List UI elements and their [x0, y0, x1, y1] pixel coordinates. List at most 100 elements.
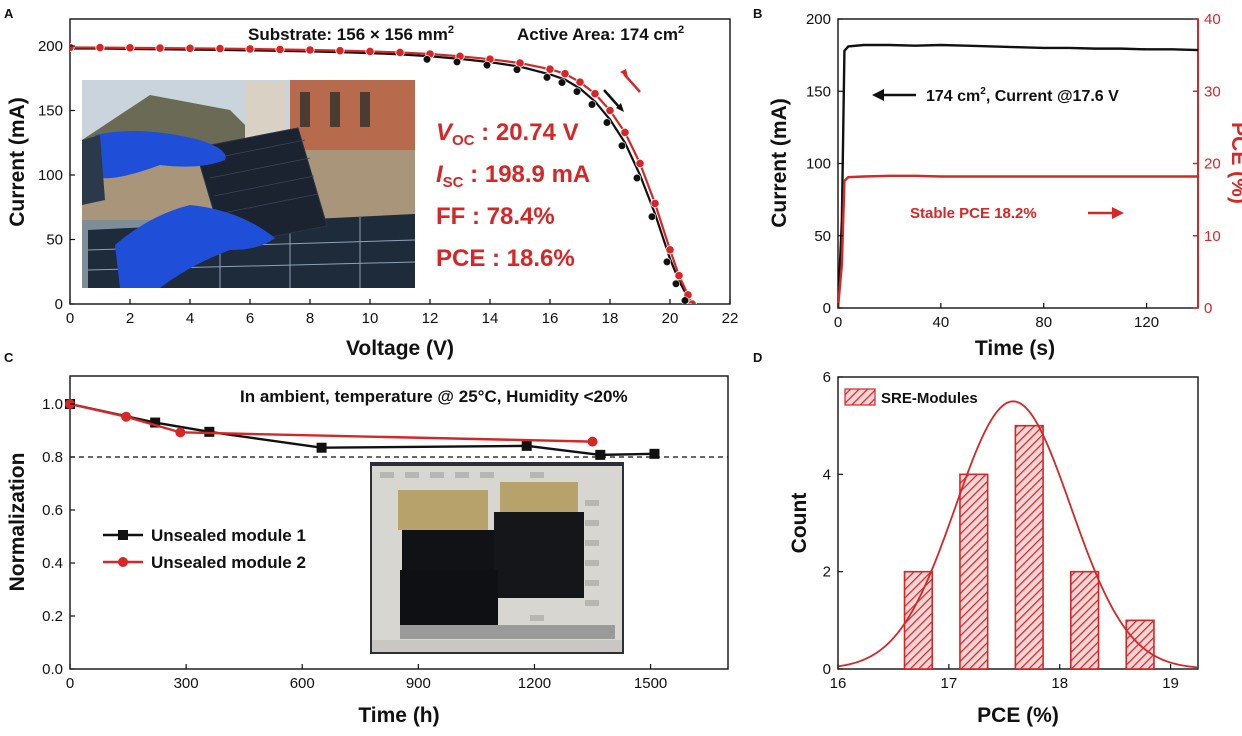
iv-annotations: VOC : 20.74 V ISC : 198.9 mA FF : 78.4% … — [436, 119, 590, 272]
iv-point-forward — [542, 73, 552, 82]
stability-line-module-2 — [69, 402, 593, 443]
reverse-scan-arrow — [623, 73, 641, 93]
stability-point-module-1 — [150, 417, 161, 428]
x-tick-label-c-3: 900 — [406, 675, 431, 692]
y-tick-label-b-4: 200 — [806, 11, 831, 28]
y-tick-label-a-1: 50 — [46, 232, 63, 249]
x-tick-label-a-9: 18 — [602, 310, 619, 327]
iv-point-reverse — [185, 43, 195, 53]
x-tick-label-b-3: 120 — [1134, 314, 1159, 331]
iv-point-reverse — [575, 77, 585, 87]
gaussian-fit-curve — [838, 400, 1198, 669]
y-tick-label-a-4: 200 — [38, 38, 63, 55]
histogram-bar-1 — [959, 473, 989, 669]
iv-point-reverse — [365, 46, 375, 57]
iv-point-forward — [587, 100, 597, 109]
y-tick-label-a-0: 0 — [55, 296, 63, 313]
y-tick-label-d-0: 0 — [823, 661, 831, 678]
y-tick-label-b-3: 150 — [806, 83, 831, 100]
iv-point-reverse — [155, 43, 165, 53]
y-tick-label-c-2: 0.4 — [42, 555, 63, 572]
pce-annotation: PCE : 18.6% — [436, 245, 575, 272]
y-axis-title-b: Current (mA) — [768, 98, 791, 228]
iv-point-reverse — [650, 198, 660, 208]
y-tick-label-c-1: 0.2 — [42, 608, 63, 625]
pce-trace-b — [838, 174, 1198, 308]
iv-point-reverse — [545, 64, 555, 74]
legend-c: Unsealed module 1 Unsealed module 2 — [103, 526, 306, 572]
x-tick-label-c-2: 600 — [290, 675, 315, 692]
iv-point-forward — [647, 212, 657, 221]
x-axis-title-c: Time (h) — [358, 704, 439, 727]
y-axis-title-c: Normalization — [6, 453, 29, 592]
inset-photo-modules-table — [370, 462, 624, 654]
iv-point-reverse — [95, 42, 105, 53]
x-tick-label-a-2: 4 — [186, 310, 194, 327]
y-right-tick-label-b-3: 30 — [1204, 83, 1221, 100]
panel-label-c: C — [4, 350, 14, 365]
histogram-bar-0 — [903, 570, 934, 669]
plot-frame-a — [69, 18, 731, 305]
x-tick-label-a-1: 2 — [126, 310, 134, 327]
stability-point-module-2 — [121, 411, 132, 422]
iv-point-forward — [680, 296, 690, 304]
panel-label-a: A — [4, 6, 14, 21]
legend-label-module-2: Unsealed module 2 — [151, 553, 306, 572]
current-trace-b — [838, 43, 1198, 308]
x-tick-label-b-2: 80 — [1035, 314, 1052, 331]
isc-annotation: ISC : 198.9 mA — [436, 161, 590, 191]
x-axis-title-d: PCE (%) — [977, 704, 1059, 727]
y-axis-title-d: Count — [788, 493, 811, 554]
x-tick-label-b-1: 40 — [933, 314, 950, 331]
panel-b: 0 40 80 120 0 50 100 150 200 0 10 20 30 40 174 cm2, C… — [768, 11, 1242, 360]
x-tick-label-d-2: 18 — [1051, 675, 1068, 692]
iv-point-forward — [671, 279, 681, 288]
x-tick-label-d-3: 19 — [1162, 675, 1179, 692]
y-tick-label-c-3: 0.6 — [42, 502, 63, 519]
iv-point-reverse — [275, 44, 285, 55]
x-tick-label-a-6: 12 — [422, 310, 439, 327]
inset-photo-module-hands — [82, 80, 416, 288]
y-tick-label-a-3: 150 — [38, 103, 63, 120]
x-tick-label-d-0: 16 — [830, 675, 847, 692]
histogram-bar-3 — [1070, 570, 1100, 669]
legend-marker-module-2 — [118, 557, 128, 567]
substrate-text: Substrate: 156 × 156 mm2 — [248, 24, 454, 44]
iv-point-reverse — [560, 69, 570, 79]
x-tick-label-c-0: 0 — [66, 675, 74, 692]
panel-a: Substrate: 156 × 156 mm2 Active Area: 17… — [6, 18, 738, 360]
stability-point-module-2 — [587, 436, 598, 447]
histogram-bar-2 — [1014, 424, 1044, 669]
x-axis-title-a: Voltage (V) — [346, 337, 454, 360]
x-tick-label-a-5: 10 — [362, 310, 379, 327]
iv-point-forward — [686, 302, 692, 304]
iv-point-reverse — [620, 127, 630, 138]
y-tick-label-d-3: 6 — [823, 369, 831, 386]
plot-frame-b — [837, 18, 1199, 309]
y-tick-label-a-2: 100 — [38, 167, 63, 184]
panel-label-d: D — [753, 350, 762, 365]
iv-point-reverse — [70, 42, 75, 53]
iv-point-reverse — [674, 271, 684, 281]
y-tick-label-c-0: 0.0 — [42, 661, 63, 678]
iv-point-reverse — [125, 43, 135, 53]
forward-scan-arrow — [603, 89, 621, 109]
plot-frame-c — [69, 375, 729, 670]
voc-annotation: VOC : 20.74 V — [436, 119, 579, 149]
panel-d: 16 17 18 19 0 2 4 6 SRE-Modules PCE (%) Count — [788, 369, 1199, 727]
iv-point-forward — [617, 141, 627, 150]
stability-point-module-2 — [175, 427, 186, 438]
y-right-tick-label-b-1: 10 — [1204, 228, 1221, 245]
legend-marker-module-1 — [118, 530, 128, 540]
active-area-text: Active Area: 174 cm2 — [517, 24, 684, 44]
x-tick-label-a-3: 6 — [246, 310, 254, 327]
y-right-tick-label-b-0: 0 — [1204, 300, 1212, 317]
y-tick-label-b-0: 0 — [823, 300, 831, 317]
iv-point-forward — [632, 173, 642, 183]
iv-point-forward — [662, 257, 672, 266]
y-tick-label-c-5: 1.0 — [42, 396, 63, 413]
x-tick-label-a-4: 8 — [306, 310, 314, 327]
ff-annotation: FF : 78.4% — [436, 203, 555, 230]
current-annotation-b: 174 cm2, Current @17.6 V — [926, 86, 1119, 105]
